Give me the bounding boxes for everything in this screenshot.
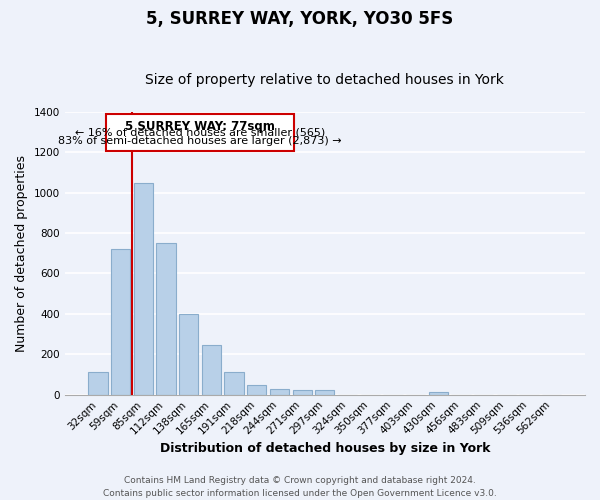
Bar [293,390,312,394]
Y-axis label: Number of detached properties: Number of detached properties [15,155,28,352]
Bar [428,392,448,394]
Bar [134,182,153,394]
Bar [315,390,334,394]
FancyBboxPatch shape [106,114,294,151]
Text: 5, SURREY WAY, YORK, YO30 5FS: 5, SURREY WAY, YORK, YO30 5FS [146,10,454,28]
X-axis label: Distribution of detached houses by size in York: Distribution of detached houses by size … [160,442,490,455]
Bar [270,388,289,394]
Text: 83% of semi-detached houses are larger (2,873) →: 83% of semi-detached houses are larger (… [58,136,342,146]
Text: ← 16% of detached houses are smaller (565): ← 16% of detached houses are smaller (56… [75,128,325,138]
Bar [88,372,107,394]
Bar [202,345,221,395]
Bar [111,249,130,394]
Bar [224,372,244,394]
Text: 5 SURREY WAY: 77sqm: 5 SURREY WAY: 77sqm [125,120,275,133]
Title: Size of property relative to detached houses in York: Size of property relative to detached ho… [145,73,504,87]
Bar [157,243,176,394]
Text: Contains HM Land Registry data © Crown copyright and database right 2024.
Contai: Contains HM Land Registry data © Crown c… [103,476,497,498]
Bar [179,314,199,394]
Bar [247,384,266,394]
